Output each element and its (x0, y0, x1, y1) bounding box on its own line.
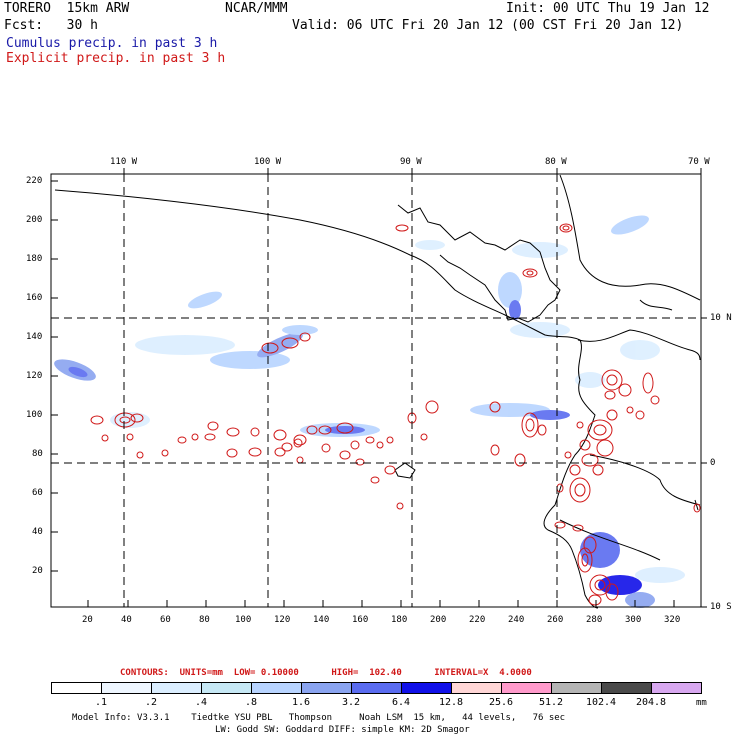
y-tick-label: 140 (26, 332, 43, 342)
lon-label: 70 W (688, 157, 710, 167)
x-tick-label: 300 (625, 615, 642, 625)
y-tick-label: 220 (26, 176, 43, 186)
colorbar-swatch (601, 682, 652, 694)
axis-ticks (51, 168, 707, 608)
y-tick-label: 80 (32, 449, 43, 459)
model-physics: LW: Godd SW: Goddard DIFF: simple KM: 2D… (215, 725, 470, 735)
lat-lon-grid (51, 174, 701, 607)
x-tick-label: 140 (313, 615, 330, 625)
y-tick-label: 40 (32, 527, 43, 537)
colorbar-swatch (201, 682, 252, 694)
org-label: NCAR/MMM (225, 1, 288, 16)
y-tick-label: 200 (26, 215, 43, 225)
x-tick-label: 220 (469, 615, 486, 625)
x-tick-label: 20 (82, 615, 93, 625)
model-title: TORERO 15km ARW (4, 1, 130, 16)
colorbar-swatch (501, 682, 552, 694)
y-tick-label: 160 (26, 293, 43, 303)
colorbar-label: 51.2 (538, 697, 564, 708)
x-tick-label: 240 (508, 615, 525, 625)
x-tick-label: 60 (160, 615, 171, 625)
colorbar-label: 204.8 (635, 697, 667, 708)
x-tick-label: 200 (430, 615, 447, 625)
y-tick-label: 120 (26, 371, 43, 381)
colorbar-label: 12.8 (438, 697, 464, 708)
lon-label: 100 W (254, 157, 282, 167)
y-tick-label: 20 (32, 566, 43, 576)
colorbar-swatch (151, 682, 202, 694)
colorbar-label: .4 (194, 697, 208, 708)
lat-label: 10 N (710, 313, 732, 323)
colorbar-label: 6.4 (391, 697, 411, 708)
valid-time: Valid: 06 UTC Fri 20 Jan 12 (00 CST Fri … (292, 18, 684, 33)
colorbar-label: 102.4 (585, 697, 617, 708)
x-tick-label: 280 (586, 615, 603, 625)
lon-label: 80 W (545, 157, 567, 167)
forecast-hour: Fcst: 30 h (4, 18, 98, 33)
colorbar-swatch (351, 682, 402, 694)
x-tick-label: 320 (664, 615, 681, 625)
colorbar-swatch (251, 682, 302, 694)
model-info: Model Info: V3.3.1 Tiedtke YSU PBL Thomp… (72, 713, 566, 723)
colorbar-label: .2 (144, 697, 158, 708)
coastlines (54, 174, 701, 609)
init-time: Init: 00 UTC Thu 19 Jan 12 (506, 1, 710, 16)
legend-cumulus: Cumulus precip. in past 3 h (6, 36, 218, 51)
explicit-precip-contours (90, 223, 701, 606)
colorbar-swatch (51, 682, 102, 694)
colorbar-swatch (551, 682, 602, 694)
x-tick-label: 160 (352, 615, 369, 625)
colorbar-label: 3.2 (341, 697, 361, 708)
colorbar-label: .8 (244, 697, 258, 708)
map-frame (50, 173, 702, 608)
y-tick-label: 180 (26, 254, 43, 264)
y-tick-label: 100 (26, 410, 43, 420)
contour-info: CONTOURS: UNITS=mm LOW= 0.10000 HIGH= 10… (120, 668, 532, 678)
lat-label: 0 (710, 458, 716, 468)
x-tick-label: 80 (199, 615, 210, 625)
x-tick-label: 40 (121, 615, 132, 625)
x-tick-label: 120 (274, 615, 291, 625)
colorbar-label: 25.6 (488, 697, 514, 708)
x-tick-label: 180 (391, 615, 408, 625)
lon-label: 90 W (400, 157, 422, 167)
legend-explicit: Explicit precip. in past 3 h (6, 51, 226, 66)
colorbar-swatch (651, 682, 702, 694)
colorbar-swatch (301, 682, 352, 694)
x-tick-label: 100 (235, 615, 252, 625)
lon-label: 110 W (110, 157, 138, 167)
colorbar-label: 1.6 (291, 697, 311, 708)
colorbar-units: mm (696, 698, 707, 708)
lat-label: 10 S (710, 602, 732, 612)
colorbar-swatch (401, 682, 452, 694)
colorbar-label: .1 (94, 697, 108, 708)
colorbar-swatch (451, 682, 502, 694)
y-tick-label: 60 (32, 488, 43, 498)
x-tick-label: 260 (547, 615, 564, 625)
colorbar-swatch (101, 682, 152, 694)
